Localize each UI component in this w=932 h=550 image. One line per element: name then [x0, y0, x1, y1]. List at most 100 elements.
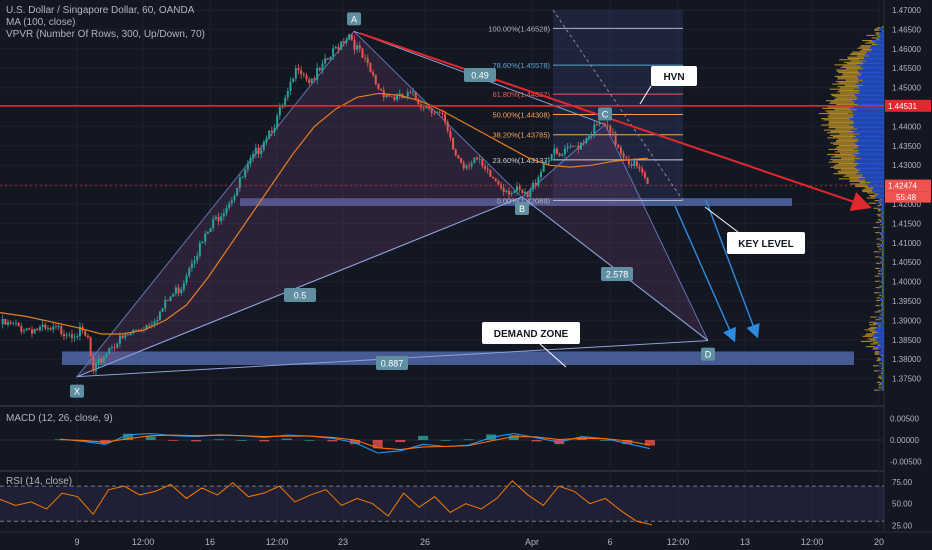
vpvr-bar-down: [882, 366, 883, 368]
vpvr-bar-up: [880, 376, 884, 378]
vpvr-bar-down: [882, 264, 883, 266]
vpvr-bar-down: [874, 353, 879, 355]
vpvr-bar-down: [873, 342, 878, 344]
vpvr-bar-up: [879, 38, 884, 40]
vpvr-bar-down: [880, 216, 883, 218]
vpvr-bar-up: [882, 217, 884, 220]
vpvr-bar-down: [865, 187, 874, 189]
fib-level-label: 0.00%(1.42089): [497, 197, 551, 206]
candle-body: [204, 233, 207, 242]
demand-zone-callout-box: [482, 322, 580, 344]
candle-body: [60, 325, 63, 334]
candle-body: [196, 255, 199, 261]
vpvr-bar-up: [863, 68, 884, 70]
vpvr-bar-down: [834, 98, 857, 100]
vpvr-bar-down: [873, 251, 879, 253]
candle-body: [505, 190, 508, 192]
candle-body: [321, 63, 324, 71]
candle-body: [49, 328, 52, 330]
candle-body: [252, 153, 255, 159]
candle-body: [396, 95, 399, 100]
vpvr-bar-up: [882, 367, 884, 369]
vpvr-bar-down: [834, 168, 857, 170]
candle-body: [635, 161, 638, 167]
candle-body: [9, 321, 12, 324]
vpvr-bar-up: [882, 225, 884, 227]
vpvr-bar-down: [879, 317, 882, 319]
vpvr-bar-up: [858, 86, 884, 88]
vpvr-bar-down: [870, 343, 877, 345]
vpvr-bar-up: [876, 196, 884, 198]
vpvr-bar-down: [868, 194, 876, 197]
fib-level-label: 23.60%(1.43137): [492, 156, 550, 165]
vpvr-bar-down: [869, 330, 877, 332]
vpvr-bar-down: [845, 174, 863, 176]
vpvr-bar-down: [873, 322, 879, 325]
price-tick-label: 1.45000: [892, 84, 921, 93]
vpvr-bar-down: [847, 57, 865, 60]
candle-body: [563, 148, 566, 155]
vpvr-bar-down: [843, 175, 862, 177]
vpvr-bar-up: [882, 260, 884, 262]
vpvr-bar-up: [882, 269, 884, 271]
vpvr-bar-up: [882, 369, 884, 371]
vpvr-bar-up: [881, 317, 884, 319]
vpvr-bar-down: [874, 193, 879, 195]
vpvr-bar-down: [880, 239, 882, 241]
vpvr-bar-up: [869, 55, 884, 57]
candle-body: [257, 147, 260, 155]
vpvr-bar-down: [831, 156, 855, 158]
candle-body: [377, 84, 380, 90]
candle-body: [579, 142, 582, 150]
candle-body: [70, 334, 73, 338]
vpvr-bar-down: [878, 310, 881, 312]
candle-body: [94, 363, 97, 372]
vpvr-bar-up: [853, 125, 884, 127]
vpvr-bar-up: [879, 243, 884, 245]
vpvr-bar-down: [839, 59, 860, 61]
candle-body: [246, 163, 249, 170]
vpvr-bar-up: [882, 289, 884, 291]
candle-body: [553, 148, 556, 155]
macd-tick-label: 0.00000: [890, 436, 919, 445]
vpvr-bar-down: [882, 258, 883, 261]
rsi-tick-label: 75.00: [892, 478, 913, 487]
vpvr-bar-up: [880, 273, 884, 275]
candle-body: [316, 67, 319, 80]
vpvr-bar-down: [879, 198, 882, 200]
candle-body: [433, 112, 436, 114]
vpvr-bar-up: [870, 46, 884, 48]
vpvr-bar-up: [857, 80, 884, 83]
candle-body: [220, 216, 223, 222]
candle-body: [190, 263, 193, 269]
candle-body: [68, 334, 71, 336]
vpvr-bar-down: [827, 137, 853, 139]
vpvr-bar-down: [849, 176, 865, 179]
vpvr-bar-down: [835, 147, 858, 149]
candle-body: [278, 107, 281, 116]
hvn-callout-pointer: [639, 85, 652, 105]
vpvr-bar-down: [879, 285, 882, 287]
vpvr-bar-down: [832, 136, 856, 138]
vpvr-bar-down: [877, 344, 881, 346]
vpvr-bar-down: [832, 83, 856, 85]
vpvr-bar-down: [860, 50, 871, 52]
downtrend-arrow: [359, 32, 872, 212]
vpvr-bar-down: [881, 281, 883, 284]
candle-body: [470, 163, 473, 167]
vpvr-bar-up: [871, 39, 884, 42]
vpvr-bar-up: [880, 209, 884, 211]
vpvr-bar-up: [880, 210, 884, 212]
vpvr-bar-up: [861, 73, 884, 75]
candle-body: [326, 58, 329, 60]
vpvr-bar-up: [882, 264, 884, 266]
vpvr-bar-up: [878, 347, 884, 349]
vpvr-bar-up: [882, 252, 884, 254]
candle-body: [473, 157, 476, 164]
vpvr-bar-up: [879, 32, 884, 34]
vpvr-bar-up: [879, 360, 884, 362]
vpvr-bar-up: [881, 294, 884, 296]
vpvr-bar-down: [871, 331, 878, 334]
vpvr-bar-up: [877, 331, 884, 334]
